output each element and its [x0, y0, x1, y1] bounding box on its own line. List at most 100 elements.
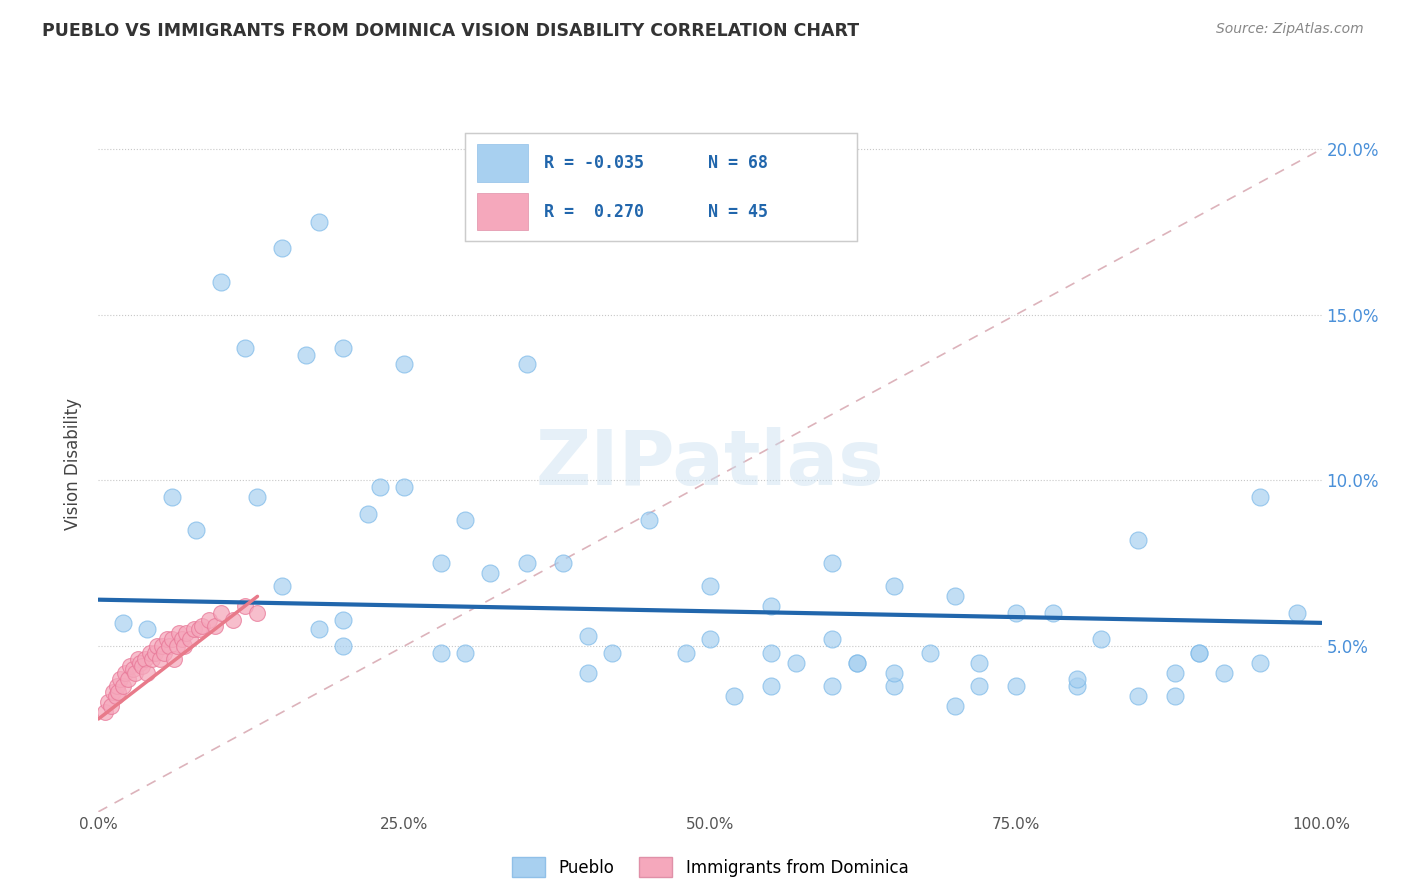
Point [153, 646, 176, 660]
Point [104, 689, 127, 703]
Point [845, 656, 868, 670]
Point [166, 639, 188, 653]
Point [430, 556, 453, 570]
Point [129, 656, 152, 670]
Point [430, 646, 453, 660]
Point [233, 599, 256, 614]
Point [515, 556, 537, 570]
Point [723, 689, 745, 703]
Point [1090, 632, 1112, 647]
Point [1164, 689, 1187, 703]
Point [105, 679, 128, 693]
Point [1212, 665, 1234, 680]
Point [675, 646, 697, 660]
Point [308, 623, 330, 637]
Point [93, 706, 115, 720]
Point [1128, 689, 1150, 703]
Point [454, 513, 477, 527]
Point [111, 615, 134, 630]
Point [883, 579, 905, 593]
Point [576, 629, 599, 643]
Point [186, 523, 208, 537]
Point [167, 625, 190, 640]
Point [197, 613, 219, 627]
Point [233, 341, 256, 355]
Point [160, 490, 183, 504]
Point [114, 665, 136, 680]
Point [143, 646, 166, 660]
Point [943, 590, 966, 604]
Point [576, 665, 599, 680]
Point [600, 646, 623, 660]
Point [149, 652, 172, 666]
Point [308, 215, 330, 229]
Point [179, 632, 201, 647]
Point [176, 625, 198, 640]
Point [170, 632, 193, 647]
Point [515, 358, 537, 372]
Point [150, 639, 173, 653]
Point [356, 507, 378, 521]
Point [332, 639, 354, 653]
Point [392, 358, 416, 372]
Point [156, 632, 179, 647]
Point [761, 646, 783, 660]
Point [454, 646, 477, 660]
Point [141, 652, 163, 666]
Point [136, 623, 159, 637]
Point [785, 656, 807, 670]
Point [101, 685, 124, 699]
Point [332, 341, 354, 355]
Point [139, 646, 162, 660]
Point [157, 639, 180, 653]
Point [920, 646, 942, 660]
Point [1249, 656, 1271, 670]
Point [97, 695, 120, 709]
Point [222, 613, 245, 627]
Point [173, 639, 195, 653]
Point [160, 632, 183, 647]
Point [638, 513, 661, 527]
Point [134, 652, 156, 666]
Point [821, 632, 844, 647]
Point [699, 632, 721, 647]
Point [883, 679, 905, 693]
Point [392, 480, 416, 494]
Point [136, 665, 159, 680]
Point [1286, 606, 1309, 620]
Point [883, 665, 905, 680]
Point [1066, 679, 1088, 693]
Point [191, 619, 214, 633]
Point [187, 623, 209, 637]
Point [246, 490, 269, 504]
Point [163, 652, 186, 666]
Point [204, 619, 226, 633]
Point [1066, 672, 1088, 686]
Point [845, 656, 868, 670]
Point [209, 606, 232, 620]
Text: ZIPatlas: ZIPatlas [536, 427, 884, 500]
Point [943, 698, 966, 713]
Text: PUEBLO VS IMMIGRANTS FROM DOMINICA VISION DISABILITY CORRELATION CHART: PUEBLO VS IMMIGRANTS FROM DOMINICA VISIO… [42, 22, 859, 40]
Point [270, 579, 294, 593]
Point [183, 623, 205, 637]
Point [121, 662, 143, 676]
Point [368, 480, 391, 494]
Point [131, 659, 153, 673]
Y-axis label: Vision Disability: Vision Disability [65, 398, 83, 530]
Legend: Pueblo, Immigrants from Dominica: Pueblo, Immigrants from Dominica [505, 851, 915, 883]
Point [761, 679, 783, 693]
Point [478, 566, 501, 581]
Point [127, 652, 149, 666]
Point [100, 698, 122, 713]
Point [553, 556, 575, 570]
Point [967, 656, 990, 670]
Point [1188, 646, 1211, 660]
Point [1164, 665, 1187, 680]
Point [146, 639, 169, 653]
Point [699, 579, 721, 593]
Point [1004, 679, 1026, 693]
Text: Source: ZipAtlas.com: Source: ZipAtlas.com [1216, 22, 1364, 37]
Point [209, 275, 232, 289]
Point [1042, 606, 1064, 620]
